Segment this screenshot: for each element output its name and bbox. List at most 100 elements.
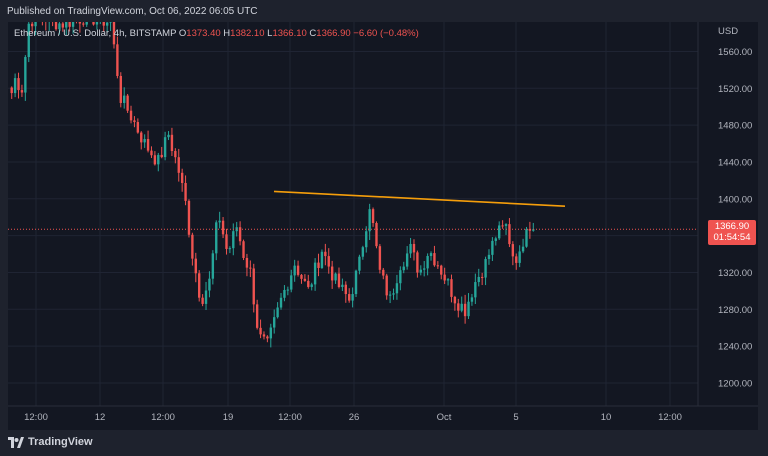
candle-body bbox=[460, 303, 463, 311]
candle-body bbox=[313, 262, 317, 285]
candle-body bbox=[198, 273, 201, 298]
candle-body bbox=[228, 248, 232, 250]
candle-body bbox=[371, 209, 375, 223]
candle-body bbox=[276, 307, 279, 318]
y-tick-label: 1280.00 bbox=[718, 305, 752, 316]
candle-body bbox=[511, 244, 515, 257]
candle-body bbox=[337, 273, 341, 288]
candle-body bbox=[259, 327, 262, 335]
candle-body bbox=[446, 279, 450, 281]
low-label: L bbox=[267, 28, 273, 39]
candle-body bbox=[307, 280, 310, 287]
y-tick-label: 1400.00 bbox=[718, 194, 752, 205]
candle-body bbox=[24, 57, 27, 93]
candle-body bbox=[412, 243, 416, 253]
last-price-tag: 1366.90 01:54:54 bbox=[708, 220, 756, 245]
candle-body bbox=[82, 23, 85, 25]
candle-body bbox=[279, 297, 283, 308]
close-value: 1366.90 bbox=[316, 28, 351, 39]
y-tick-label: 1200.00 bbox=[718, 378, 752, 389]
candle-body bbox=[225, 234, 228, 249]
candle-body bbox=[232, 231, 235, 249]
candle-body bbox=[208, 278, 211, 291]
candle-body bbox=[484, 259, 487, 278]
last-price-value: 1366.90 bbox=[714, 221, 750, 232]
candle-body bbox=[105, 22, 109, 26]
candle-body bbox=[184, 183, 187, 201]
candle-body bbox=[78, 22, 82, 24]
candle-body bbox=[20, 90, 24, 93]
candle-body bbox=[286, 289, 290, 291]
candle-body bbox=[344, 284, 347, 295]
candle-body bbox=[487, 254, 491, 260]
x-tick-label: 26 bbox=[349, 412, 360, 423]
candle-body bbox=[515, 256, 518, 263]
bottom-bar bbox=[0, 430, 768, 456]
candle-body bbox=[467, 301, 470, 317]
candle-body bbox=[252, 268, 255, 305]
low-value: 1366.10 bbox=[272, 28, 307, 39]
candle-body bbox=[180, 172, 184, 184]
x-tick-label: 10 bbox=[601, 412, 612, 423]
candle-body bbox=[140, 132, 143, 143]
candle-body bbox=[334, 273, 337, 281]
candle-body bbox=[126, 95, 129, 111]
y-tick-label: 1560.00 bbox=[718, 47, 752, 58]
candle-body bbox=[177, 157, 180, 173]
x-tick-label: 12:00 bbox=[24, 412, 48, 423]
tradingview-logo-icon bbox=[8, 436, 24, 448]
candle-body bbox=[327, 256, 330, 267]
candle-body bbox=[525, 228, 528, 247]
candle-body bbox=[218, 220, 221, 223]
candle-body bbox=[85, 22, 88, 25]
candle-body bbox=[112, 22, 116, 45]
candle-body bbox=[92, 22, 95, 25]
candle-body bbox=[293, 265, 296, 276]
candle-body bbox=[123, 95, 126, 103]
candle-body bbox=[433, 253, 436, 266]
brand-name: TradingView bbox=[28, 436, 93, 448]
candle-body bbox=[204, 290, 208, 304]
candlestick-chart[interactable]: 1200.001240.001280.001320.001360.001400.… bbox=[8, 22, 758, 430]
candle-body bbox=[324, 251, 327, 257]
high-label: H bbox=[223, 28, 231, 39]
candle-body bbox=[395, 283, 399, 294]
candle-body bbox=[170, 134, 174, 151]
candle-body bbox=[361, 247, 365, 257]
y-tick-label: 1480.00 bbox=[718, 121, 752, 132]
candle-body bbox=[65, 22, 68, 28]
candle-body bbox=[453, 296, 457, 304]
y-tick-label: 1440.00 bbox=[718, 157, 752, 168]
candle-body bbox=[157, 154, 160, 165]
candle-body bbox=[58, 23, 61, 30]
candle-body bbox=[450, 279, 453, 297]
candle-body bbox=[136, 122, 140, 133]
ohlc-legend: Ethereum / U.S. Dollar, 4h, BITSTAMP O13… bbox=[14, 28, 419, 39]
candle-body bbox=[68, 22, 71, 27]
bar-countdown: 01:54:54 bbox=[713, 232, 751, 243]
candle-body bbox=[521, 246, 525, 252]
candle-body bbox=[174, 150, 177, 158]
candle-body bbox=[385, 275, 388, 296]
x-tick-label: 12:00 bbox=[278, 412, 302, 423]
candle-body bbox=[266, 336, 269, 339]
candle-body bbox=[436, 265, 440, 267]
candle-body bbox=[399, 270, 402, 284]
y-tick-label: 1320.00 bbox=[718, 268, 752, 279]
candle-body bbox=[187, 200, 191, 235]
candle-body bbox=[457, 303, 460, 311]
tradingview-brand[interactable]: TradingView bbox=[8, 435, 93, 449]
y-tick-label: 1520.00 bbox=[718, 84, 752, 95]
candle-body bbox=[351, 294, 354, 301]
candle-body bbox=[262, 334, 266, 337]
candle-body bbox=[480, 276, 484, 278]
candle-body bbox=[494, 238, 497, 241]
candle-body bbox=[17, 78, 20, 91]
candle-body bbox=[310, 284, 313, 287]
candle-body bbox=[133, 120, 136, 123]
candle-body bbox=[143, 139, 146, 143]
x-tick-label: Oct bbox=[437, 412, 452, 423]
candle-body bbox=[201, 297, 204, 304]
high-value: 1382.10 bbox=[230, 28, 265, 39]
candle-body bbox=[290, 275, 293, 290]
